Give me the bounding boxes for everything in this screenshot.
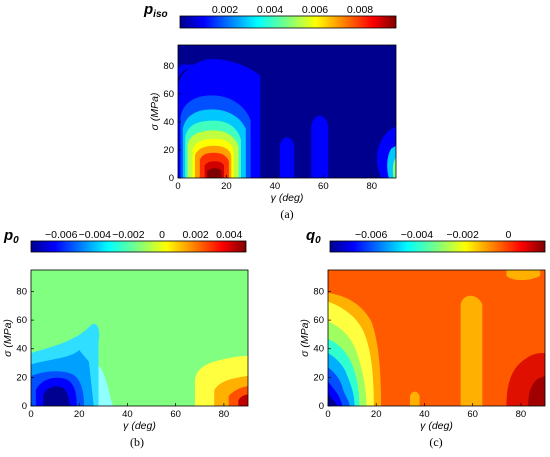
colorbar-b-ticks: −0.006 −0.004 −0.002 0 0.002 0.004 xyxy=(45,229,242,241)
colorbar-tick-label-c-0: −0.006 xyxy=(355,229,388,241)
colorbar-tick-label-b-5: 0.004 xyxy=(216,229,242,241)
y-tick-label-b-0: 0 xyxy=(22,401,27,412)
y-tick-label-b-3: 60 xyxy=(16,315,27,326)
y-tick-label-c-0: 0 xyxy=(319,401,324,412)
colorbar-c-ticks: −0.006 −0.004 −0.002 0 xyxy=(355,229,512,241)
x-tick-label-a-1: 20 xyxy=(221,181,232,192)
colorbar-tick-label-b-2: −0.002 xyxy=(112,229,145,241)
contour-level-c-10 xyxy=(528,375,545,406)
y-axis-label-a: σ (MPa) xyxy=(149,93,161,131)
colorbar-tick-label-a-1: 0.004 xyxy=(257,4,283,16)
x-tick-label-b-3: 60 xyxy=(170,409,181,420)
colorbar-c xyxy=(329,240,546,253)
colorbar-tick-label-b-3: 0 xyxy=(159,229,165,241)
colorbar-b xyxy=(30,240,247,253)
axes-a: 0 20 40 60 80 0 20 40 60 80 γ (deg) σ (MPa) xyxy=(149,61,377,204)
y-tick-label-b-4: 80 xyxy=(16,286,27,297)
colorbar-tick-label-a-0: 0.002 xyxy=(212,4,238,16)
panel-c: q0 −0.006 −0.004 −0.002 0 0 20 40 60 80 0 20 40 60 8… xyxy=(299,227,546,449)
y-tick-label-a-2: 40 xyxy=(163,117,174,128)
contour-blob-c-2 xyxy=(409,391,420,406)
contour-plot-a xyxy=(178,45,396,178)
colorbar-b-title: p0 xyxy=(3,227,19,246)
x-axis-label-b: γ (deg) xyxy=(123,420,156,432)
contour-blob-a-1 xyxy=(279,137,295,178)
x-tick-label-c-2: 40 xyxy=(419,409,430,420)
colorbar-tick-label-b-0: −0.006 xyxy=(45,229,78,241)
plot-frame-a xyxy=(177,44,397,179)
x-tick-label-c-4: 80 xyxy=(516,409,527,420)
x-axis-label-c: γ (deg) xyxy=(420,420,453,432)
x-tick-label-a-3: 60 xyxy=(318,181,329,192)
y-axis-label-b: σ (MPa) xyxy=(2,319,14,357)
contour-level-a-10 xyxy=(207,168,222,178)
colorbar-c-title: q0 xyxy=(306,227,321,246)
axes-c: 0 20 40 60 80 0 20 40 60 80 γ (deg) σ (MPa) xyxy=(299,286,526,432)
y-tick-label-c-1: 20 xyxy=(313,372,324,383)
contour-level-b-6 xyxy=(43,386,70,406)
colorbar-tick-label-a-2: 0.006 xyxy=(302,4,328,16)
x-axis-label-a: γ (deg) xyxy=(271,192,304,204)
y-tick-label-a-4: 80 xyxy=(163,61,174,72)
contour-blob-c-3 xyxy=(506,270,541,281)
panel-b: p0 −0.006 −0.004 −0.002 0 0.002 0.004 0 20 40 60… xyxy=(2,227,249,449)
colorbar-tick-label-c-3: 0 xyxy=(505,229,511,241)
contour-plot-c xyxy=(328,270,545,406)
x-tick-label-c-3: 60 xyxy=(467,409,478,420)
colorbar-tick-label-c-1: −0.004 xyxy=(401,229,434,241)
contour-plot-b xyxy=(31,270,248,406)
y-tick-label-c-2: 40 xyxy=(313,344,324,355)
axes-b: 0 20 40 60 80 0 20 40 60 80 γ (deg) σ (MPa) xyxy=(2,286,229,432)
contour-level-c-8 xyxy=(328,393,338,406)
y-tick-label-c-3: 60 xyxy=(313,315,324,326)
y-tick-label-a-3: 60 xyxy=(163,89,174,100)
caption-a: (a) xyxy=(280,207,293,221)
x-tick-label-c-0: 0 xyxy=(325,409,330,420)
y-tick-label-a-1: 20 xyxy=(163,145,174,156)
colorbar-a-ticks: 0.002 0.004 0.006 0.008 xyxy=(212,4,373,16)
plot-frame-b xyxy=(30,269,249,407)
x-tick-label-b-1: 20 xyxy=(74,409,85,420)
contour-edge-a-3 xyxy=(392,157,396,178)
x-tick-label-b-0: 0 xyxy=(28,409,33,420)
colorbar-tick-label-b-1: −0.004 xyxy=(79,229,112,241)
x-tick-label-a-2: 40 xyxy=(270,181,281,192)
contour-level-b-10 xyxy=(238,394,248,406)
plot-frame-c xyxy=(327,269,546,407)
x-tick-label-b-4: 80 xyxy=(219,409,230,420)
y-axis-label-c: σ (MPa) xyxy=(299,319,311,357)
contour-blob-c-1 xyxy=(460,295,483,406)
x-tick-label-c-1: 20 xyxy=(371,409,382,420)
y-tick-label-b-2: 40 xyxy=(16,344,27,355)
caption-c: (c) xyxy=(429,435,442,449)
x-tick-label-a-0: 0 xyxy=(175,181,180,192)
y-tick-label-a-0: 0 xyxy=(169,173,174,184)
panel-a: piso 0.002 0.004 0.006 0.008 0 20 40 60 80 0 20 40… xyxy=(143,1,397,221)
x-tick-label-a-4: 80 xyxy=(366,181,377,192)
colorbar-a-title: piso xyxy=(143,1,168,20)
y-tick-label-b-1: 20 xyxy=(16,372,27,383)
colorbar-tick-label-c-2: −0.002 xyxy=(446,229,479,241)
colorbar-tick-label-b-4: 0.002 xyxy=(182,229,208,241)
y-tick-label-c-4: 80 xyxy=(313,286,324,297)
colorbar-tick-label-a-3: 0.008 xyxy=(347,4,373,16)
caption-b: (b) xyxy=(130,435,144,449)
contour-blob-a-2 xyxy=(311,115,329,178)
colorbar-a xyxy=(179,15,397,29)
x-tick-label-b-2: 40 xyxy=(122,409,133,420)
